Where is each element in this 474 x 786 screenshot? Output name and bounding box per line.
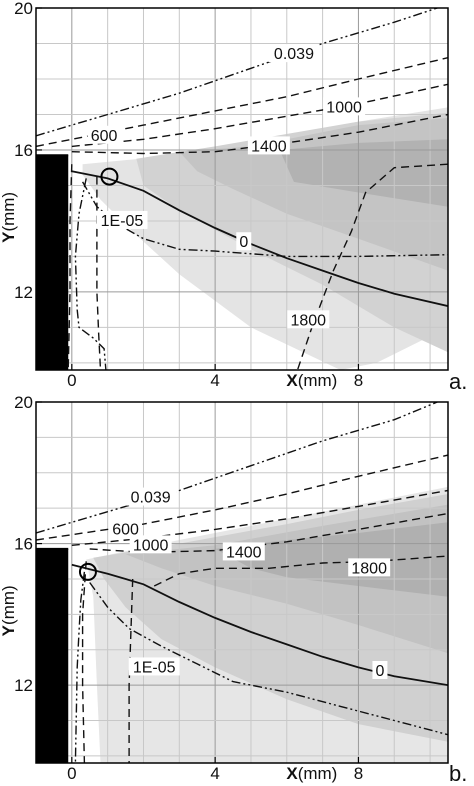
x-tick-label: 0 (67, 764, 76, 783)
contour-line-unlabeled-8 (67, 164, 73, 370)
contour-line-1400 (71, 113, 448, 155)
contour-line-600 (36, 57, 448, 148)
contour-line-unlabeled-7 (74, 178, 107, 370)
contour-label: 1800 (290, 312, 326, 329)
contour-line-0 (71, 563, 448, 686)
x-tick-label: 4 (210, 371, 219, 390)
plot-area (36, 8, 448, 370)
contour-label-bg (125, 487, 177, 506)
contour-label: 1400 (251, 138, 287, 155)
contour-label: 1800 (351, 560, 387, 577)
panel-a: 0.039 600 1000 1400 0 1E-05 1800 0 4 8 12 16 20 X(mm)… (0, 0, 467, 394)
contour-labels: 0.039 600 1000 1400 0 1E-05 1800 (87, 44, 366, 329)
y-tick-label: 20 (14, 0, 33, 18)
contour-label: 1400 (226, 544, 262, 561)
marker-circle (78, 562, 97, 581)
x-tick-label: 0 (67, 371, 76, 390)
contour-label: 1E-05 (133, 659, 176, 676)
contour-label-bg (96, 210, 148, 229)
contour-line-600 (36, 454, 448, 541)
contour-label-bg (268, 44, 320, 63)
contour-label: 0 (375, 663, 384, 680)
contour-label-bg (247, 136, 290, 155)
contour-line-1000 (71, 83, 448, 148)
contour-line-1000 (71, 489, 448, 546)
contour-label: 0.039 (131, 490, 171, 507)
contour-label-bg (222, 542, 265, 561)
x-axis-title: X(mm) (286, 764, 337, 783)
y-tick-label: 20 (14, 393, 33, 412)
contour-line-1E05 (81, 181, 448, 258)
contour-label-bg (323, 97, 366, 116)
contour-label-bg (348, 558, 391, 577)
plot-frame (35, 401, 449, 764)
contour-label-bg (109, 519, 143, 538)
contour-label: 1000 (326, 99, 362, 116)
marker-circle (100, 167, 119, 186)
plot-frame (35, 7, 449, 371)
contour-line-unlabeled-8 (81, 561, 87, 763)
x-tick-label: 8 (354, 764, 363, 783)
solid-wall (36, 155, 69, 370)
contour-label: 1E-05 (101, 213, 144, 230)
contour-label: 1000 (133, 537, 169, 554)
panel-label: a. (449, 369, 467, 394)
x-tick-label: 8 (354, 371, 363, 390)
y-axis-title: Y(mm) (0, 585, 18, 636)
y-axis-title: Y(mm) (0, 192, 18, 243)
contour-label: 600 (112, 521, 139, 538)
y-tick-label: 16 (14, 141, 33, 160)
contour-label-bg (287, 310, 330, 329)
y-tick-label: 12 (14, 283, 33, 302)
contour-line-unlabeled-9 (96, 176, 102, 370)
contour-label-bg (372, 660, 388, 679)
plot-area (36, 402, 448, 763)
fill-level-4 (215, 522, 448, 597)
contour-label-bg (87, 125, 121, 144)
contour-label: 0 (239, 234, 248, 251)
fill-level-4 (279, 139, 448, 207)
contour-line-1E05 (89, 582, 448, 736)
y-tick-label: 12 (14, 676, 33, 695)
panel-label: b. (449, 761, 467, 786)
contour-label: 600 (91, 128, 118, 145)
contour-line-unlabeled-9 (74, 571, 86, 763)
y-tick-label: 16 (14, 535, 33, 554)
x-tick-label: 4 (210, 764, 219, 783)
contour-label-bg (128, 657, 180, 676)
contour-label: 0.039 (274, 46, 314, 63)
contour-label-bg (236, 232, 252, 251)
x-axis-title: X(mm) (286, 371, 337, 390)
solid-wall (36, 548, 69, 763)
contour-label-bg (129, 535, 172, 554)
